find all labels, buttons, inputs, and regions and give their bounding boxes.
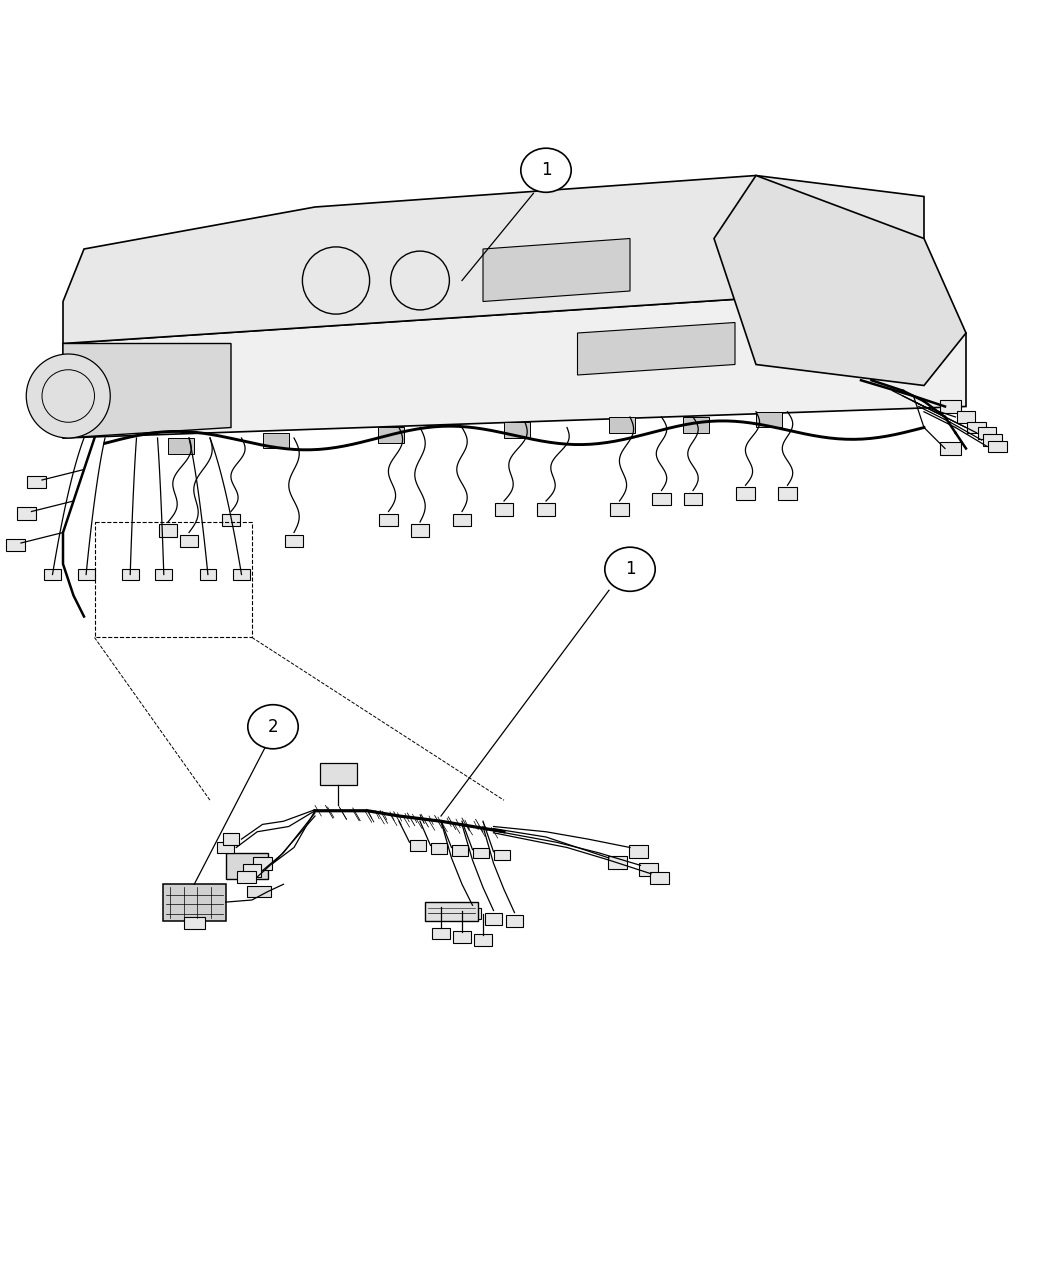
Polygon shape [472, 848, 489, 858]
Polygon shape [940, 400, 961, 413]
Polygon shape [453, 931, 471, 942]
Polygon shape [474, 935, 492, 946]
Polygon shape [988, 441, 1007, 453]
Polygon shape [243, 864, 261, 877]
Polygon shape [452, 845, 468, 856]
Polygon shape [714, 176, 966, 385]
Text: 2: 2 [268, 718, 278, 736]
Ellipse shape [521, 148, 571, 193]
Polygon shape [652, 492, 671, 505]
Polygon shape [453, 514, 471, 527]
Polygon shape [682, 417, 709, 432]
Polygon shape [6, 539, 25, 551]
Polygon shape [379, 514, 398, 527]
Polygon shape [756, 412, 782, 427]
Polygon shape [506, 915, 523, 927]
Polygon shape [483, 238, 630, 301]
Polygon shape [262, 432, 289, 449]
Polygon shape [736, 487, 755, 500]
Polygon shape [485, 913, 502, 924]
Polygon shape [17, 507, 36, 520]
Polygon shape [537, 504, 555, 515]
Polygon shape [184, 917, 205, 929]
Polygon shape [155, 569, 172, 580]
Text: 1: 1 [625, 560, 635, 579]
Polygon shape [608, 856, 627, 868]
Polygon shape [967, 422, 986, 434]
Polygon shape [223, 834, 239, 845]
Polygon shape [410, 840, 426, 850]
Polygon shape [217, 842, 234, 853]
Polygon shape [122, 569, 139, 580]
Polygon shape [159, 524, 177, 537]
Polygon shape [226, 853, 268, 878]
Polygon shape [495, 504, 513, 515]
Polygon shape [253, 857, 272, 870]
Polygon shape [320, 764, 357, 784]
Polygon shape [639, 863, 658, 876]
Polygon shape [609, 417, 635, 432]
Polygon shape [63, 176, 924, 343]
Polygon shape [684, 492, 702, 505]
Polygon shape [63, 291, 966, 439]
Polygon shape [222, 514, 240, 527]
Polygon shape [200, 569, 216, 580]
Polygon shape [247, 886, 271, 896]
Polygon shape [940, 442, 961, 455]
Polygon shape [44, 569, 61, 580]
Polygon shape [494, 849, 510, 861]
Ellipse shape [248, 705, 298, 748]
Polygon shape [237, 871, 256, 884]
Polygon shape [978, 427, 996, 439]
Polygon shape [168, 439, 194, 454]
Ellipse shape [605, 547, 655, 592]
Polygon shape [578, 323, 735, 375]
Polygon shape [464, 908, 481, 919]
Polygon shape [285, 534, 303, 547]
Polygon shape [63, 343, 231, 439]
Polygon shape [430, 843, 447, 854]
Polygon shape [983, 435, 1002, 446]
Polygon shape [378, 427, 404, 444]
Polygon shape [233, 569, 250, 580]
Polygon shape [957, 412, 975, 423]
Polygon shape [425, 903, 478, 921]
Polygon shape [180, 534, 198, 547]
Circle shape [26, 354, 110, 439]
Polygon shape [78, 569, 94, 580]
Polygon shape [504, 422, 530, 439]
Polygon shape [163, 885, 226, 921]
Polygon shape [432, 928, 450, 940]
Text: 1: 1 [541, 161, 551, 180]
Polygon shape [778, 487, 797, 500]
Polygon shape [27, 476, 46, 488]
Polygon shape [610, 504, 629, 515]
Polygon shape [411, 524, 429, 537]
Polygon shape [650, 872, 669, 885]
Polygon shape [629, 845, 648, 858]
